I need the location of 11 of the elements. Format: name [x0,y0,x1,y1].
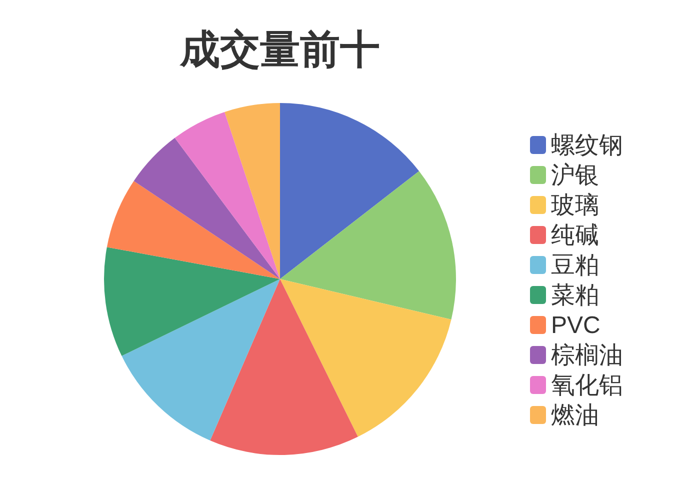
legend-label: 沪银 [551,162,599,189]
legend-label: 豆粕 [551,252,599,279]
chart-title: 成交量前十 [179,28,380,72]
legend-label: 玻璃 [551,192,599,219]
legend-label: 棕榈油 [551,342,623,369]
legend-label: 氧化铝 [551,372,623,399]
legend-label: PVC [551,312,600,339]
legend-label: 菜粕 [551,282,599,309]
legend-label: 螺纹钢 [551,132,623,159]
legend-label: 燃油 [551,402,599,429]
legend-label: 纯碱 [551,222,599,249]
